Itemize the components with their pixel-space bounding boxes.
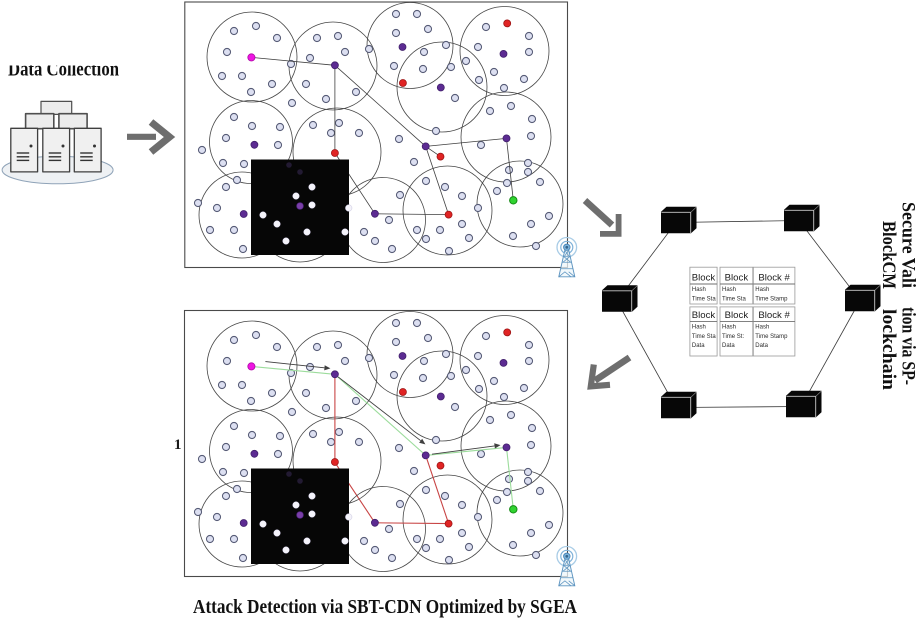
svg-text:Hash: Hash	[755, 287, 769, 293]
svg-text:Hash: Hash	[722, 325, 736, 331]
svg-text:Block: Block	[725, 273, 749, 284]
svg-text:Hash: Hash	[755, 325, 769, 331]
svg-text:lockchain: lockchain	[878, 309, 899, 390]
svg-text:Time St:: Time St:	[722, 334, 744, 340]
svg-text:Block: Block	[692, 273, 716, 284]
svg-text:Data: Data	[755, 343, 768, 349]
svg-text:Hash: Hash	[722, 287, 736, 293]
svg-text:Hash: Hash	[692, 287, 706, 293]
svg-text:Block: Block	[725, 310, 749, 321]
svg-text:Attack Detection via SBT-CDN O: Attack Detection via SBT-CDN Optimized b…	[193, 597, 577, 618]
svg-text:Time Stamp: Time Stamp	[755, 296, 788, 302]
svg-text:Time Sta: Time Sta	[692, 334, 716, 340]
svg-text:Hash: Hash	[692, 325, 706, 331]
svg-text:Time Sta: Time Sta	[722, 296, 746, 302]
svg-text:Secure Vali: Secure Vali	[898, 202, 918, 288]
svg-text:tion via SP-: tion via SP-	[898, 307, 918, 385]
svg-text:1: 1	[174, 437, 182, 453]
svg-text:Time Sta: Time Sta	[692, 296, 716, 302]
svg-text:BlockCM: BlockCM	[878, 221, 899, 289]
svg-text:Data: Data	[722, 343, 735, 349]
svg-text:Block #: Block #	[758, 310, 790, 321]
svg-text:Time Stamp: Time Stamp	[755, 334, 788, 340]
svg-text:Block: Block	[692, 310, 716, 321]
svg-text:Data: Data	[692, 343, 705, 349]
svg-text:Block #: Block #	[758, 273, 790, 284]
